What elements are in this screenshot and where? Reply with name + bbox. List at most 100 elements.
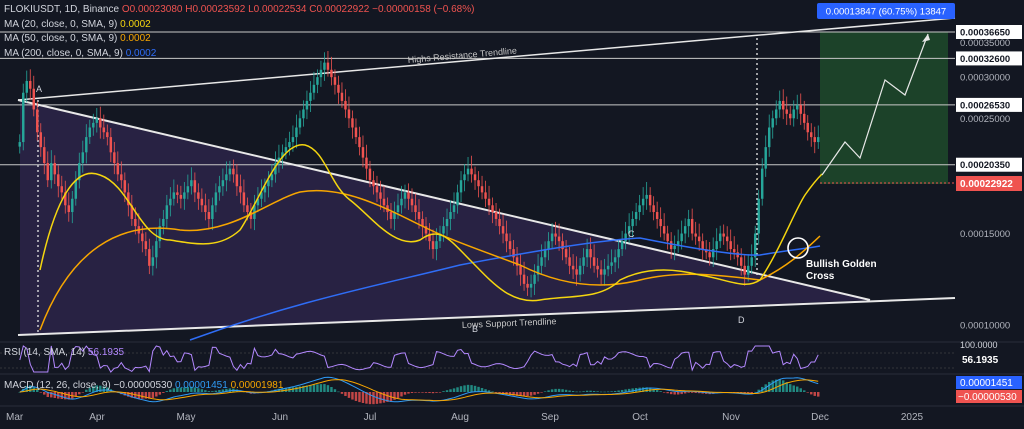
candle-body [88,127,92,138]
macd-bar [298,386,302,392]
candle-body [683,226,687,234]
macd-bar [508,392,512,396]
time-tick-label-4: Jul [364,412,377,423]
candle-body [403,192,407,199]
candle-body [305,100,309,110]
candle-body [169,198,172,206]
candle-body [211,205,214,219]
candle-body [725,236,729,242]
candle-body [298,118,302,128]
resistance-trendline[interactable] [17,17,956,101]
macd-bar [796,386,799,392]
candle-body [64,192,67,206]
candle-body [85,137,88,153]
macd-bar [414,392,417,393]
time-tick-label-8: Nov [722,412,740,423]
rsi-label: RSI (14, SMA, 14) [4,347,86,358]
macd-bar [141,392,144,399]
candle-body [29,80,32,89]
macd-bar [547,390,550,392]
candle-body [557,236,561,242]
candle-body [676,241,680,246]
macd-bar [333,389,337,392]
macd-signal-line [19,379,819,402]
candle-body [522,274,526,284]
ma200-row[interactable]: MA (200, close, 0, SMA, 9) 0.0002 [4,47,474,62]
macd-bar [561,389,564,392]
candle-body [764,147,767,169]
candle-body [662,226,666,234]
candle-body [620,241,624,250]
macd-bar [687,392,690,393]
macd-bar [473,385,477,392]
macd-bar [463,385,466,392]
ma50-row[interactable]: MA (50, close, 0, SMA, 9) 0.0002 [4,32,474,47]
candle-body [32,88,35,110]
macd-bar [172,388,176,392]
candle-body [309,92,312,101]
candle-body [95,118,99,123]
macd-bar [386,392,389,402]
candle-body [473,174,477,181]
macd-bar [799,388,802,392]
macd-v2: 0.00001451 [174,380,228,391]
time-axis[interactable]: Mar Apr May Jun Jul Aug Sep Oct Nov Dec 2025 [6,412,924,423]
macd-bar [302,385,305,392]
macd-bar [169,389,172,392]
ma20-row[interactable]: MA (20, close, 0, SMA, 9) 0.0002 [4,18,474,33]
macd-bar [176,387,179,392]
macd-bar [151,392,155,398]
macd-bar [673,392,676,395]
candle-body [263,186,267,193]
candle-body [186,186,190,193]
candle-body [319,69,323,78]
price-tick-label-8: 0.00010000 [960,321,1010,332]
wedge-upper-line[interactable] [17,99,871,301]
macd-bar [323,384,326,392]
macd-bar [330,387,333,392]
candle-body [36,109,39,133]
macd-bar [64,392,67,400]
candle-body [323,62,326,70]
support-trendline[interactable] [17,297,956,336]
macd-bar [435,392,438,393]
rsi-legend[interactable]: RSI (14, SMA, 14) 56.1935 [4,347,124,358]
candle-body [463,174,466,181]
candle-body [281,152,284,158]
macd-bar [200,389,204,392]
point-c-label: C [628,229,635,239]
macd-bar [130,392,134,398]
candle-body [365,157,368,169]
candle-body [466,168,470,175]
candle-body [711,249,715,258]
macd-bar [480,388,484,392]
candle-body [127,192,130,206]
macd-bar [613,390,617,392]
macd-bar [78,392,81,395]
candle-body [106,132,109,138]
candle-body [817,137,820,143]
candle-body [368,168,372,181]
candle-body [414,205,417,213]
candle-body [624,233,627,242]
macd-bar [803,390,806,392]
macd-bar [358,392,361,403]
macd-bar [162,392,165,393]
candle-body [424,226,428,234]
candle-body [540,257,543,266]
macd-value-tag-2 [956,390,1022,403]
ma20-label: MA (20, close, 0, SMA, 9) [4,18,118,30]
macd-bar [46,392,49,398]
candle-body [785,109,788,114]
macd-legend[interactable]: MACD (12, 26, close, 9) −0.00000530 0.00… [4,380,283,391]
candle-body [596,265,599,270]
candle-body [760,168,764,199]
candle-body [491,205,494,213]
price-tick-box-4 [956,97,1022,112]
golden-cross-label-2: Cross [806,271,835,282]
macd-bar [400,392,403,397]
macd-bar [165,391,169,392]
macd-bar [102,386,106,392]
